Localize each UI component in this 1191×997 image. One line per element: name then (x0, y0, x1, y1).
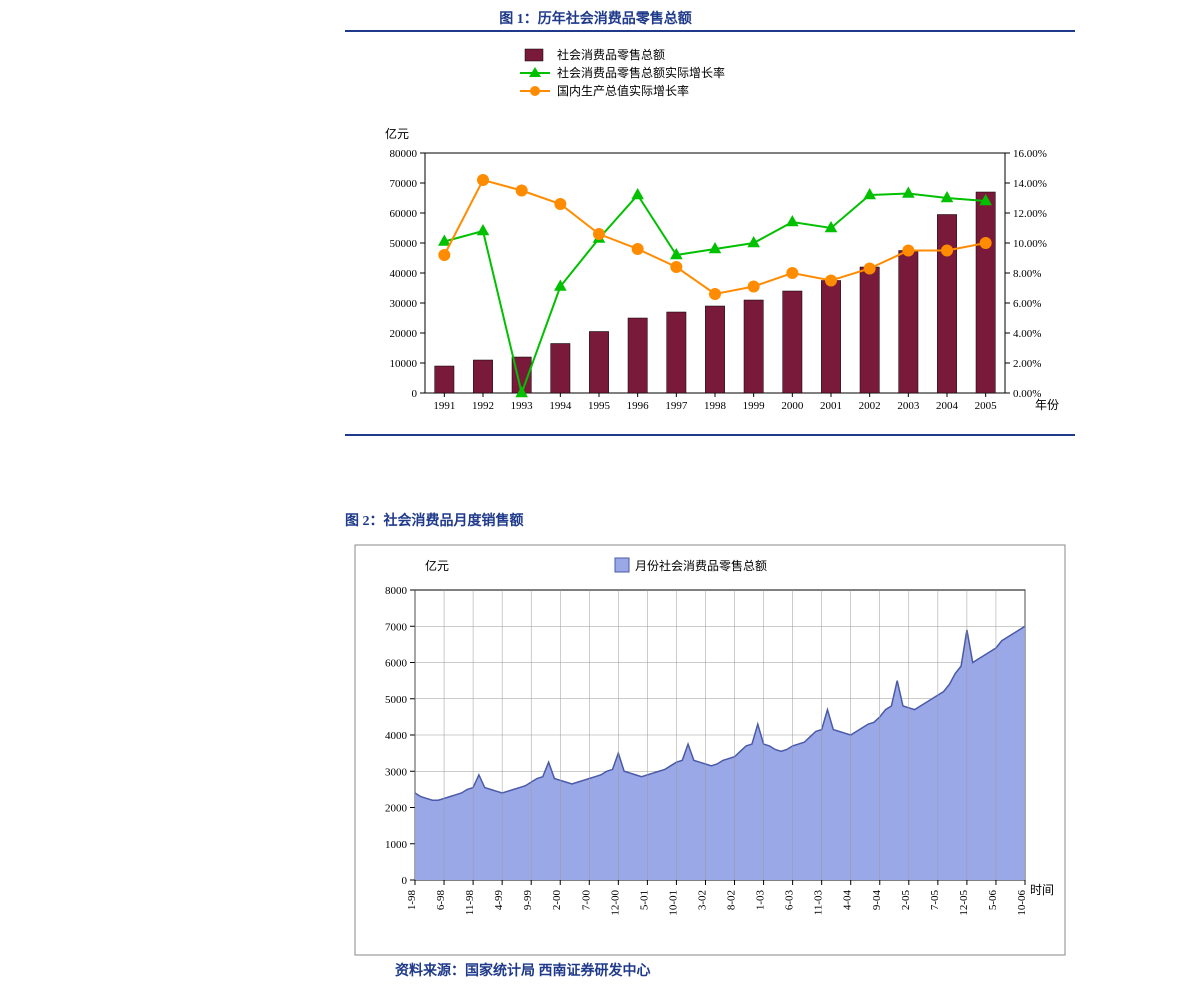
svg-text:7-00: 7-00 (580, 890, 592, 911)
svg-text:10-06: 10-06 (1016, 890, 1028, 916)
svg-text:10-01: 10-01 (667, 890, 679, 916)
svg-text:2-05: 2-05 (900, 890, 912, 911)
svg-text:1997: 1997 (665, 400, 688, 412)
svg-text:3000: 3000 (385, 766, 408, 778)
figure2-title: 图 2：社会消费品月度销售额 (345, 510, 524, 530)
svg-text:12-00: 12-00 (609, 890, 621, 916)
svg-text:1996: 1996 (627, 400, 650, 412)
svg-text:11-98: 11-98 (464, 890, 476, 916)
svg-text:1-98: 1-98 (406, 890, 418, 911)
svg-text:亿元: 亿元 (385, 126, 409, 141)
svg-text:7000: 7000 (385, 621, 408, 633)
svg-text:14.00%: 14.00% (1013, 178, 1047, 190)
svg-text:6000: 6000 (385, 658, 408, 670)
svg-text:1992: 1992 (472, 400, 494, 412)
svg-text:时间: 时间 (1030, 883, 1054, 897)
svg-text:5-06: 5-06 (987, 890, 999, 911)
svg-text:50000: 50000 (390, 238, 418, 250)
svg-text:9-99: 9-99 (522, 890, 534, 911)
svg-text:80000: 80000 (390, 148, 418, 160)
svg-text:1991: 1991 (433, 400, 455, 412)
chart2-svg: 亿元 月份社会消费品零售总额 0 1000 2000 3000 4000 5000 6000 70… (345, 540, 1075, 960)
svg-text:社会消费品零售总额实际增长率: 社会消费品零售总额实际增长率 (557, 65, 725, 80)
svg-text:9-04: 9-04 (871, 890, 883, 911)
svg-text:2002: 2002 (859, 400, 881, 412)
svg-text:30000: 30000 (390, 298, 418, 310)
svg-text:6-98: 6-98 (435, 890, 447, 911)
svg-text:6-03: 6-03 (784, 890, 796, 911)
svg-text:1993: 1993 (511, 400, 534, 412)
svg-text:8000: 8000 (385, 585, 408, 597)
svg-text:70000: 70000 (390, 178, 418, 190)
svg-text:2004: 2004 (936, 400, 959, 412)
svg-text:0: 0 (412, 388, 418, 400)
svg-text:4-99: 4-99 (493, 890, 505, 911)
svg-text:社会消费品零售总额: 社会消费品零售总额 (557, 47, 665, 62)
svg-text:3-02: 3-02 (696, 890, 708, 910)
svg-text:2000: 2000 (781, 400, 804, 412)
svg-text:1994: 1994 (549, 400, 572, 412)
svg-text:12-05: 12-05 (958, 890, 970, 916)
svg-text:月份社会消费品零售总额: 月份社会消费品零售总额 (635, 558, 767, 573)
svg-text:8-02: 8-02 (726, 890, 738, 910)
svg-text:0: 0 (402, 875, 408, 887)
svg-text:11-03: 11-03 (813, 890, 825, 916)
svg-text:8.00%: 8.00% (1013, 268, 1041, 280)
svg-text:20000: 20000 (390, 328, 418, 340)
svg-text:5-01: 5-01 (638, 890, 650, 910)
svg-text:4.00%: 4.00% (1013, 328, 1041, 340)
page-container: 图 1：历年社会消费品零售总额 社会消费品零售总额社会消费品零售总额实际增长率国… (0, 0, 1191, 997)
svg-text:2.00%: 2.00% (1013, 358, 1041, 370)
svg-text:国内生产总值实际增长率: 国内生产总值实际增长率 (557, 83, 689, 98)
svg-text:40000: 40000 (390, 268, 418, 280)
svg-text:年份: 年份 (1035, 398, 1059, 412)
figure1-title: 图 1：历年社会消费品零售总额 (0, 8, 1191, 28)
figure1-bottom-rule (345, 434, 1075, 436)
svg-text:2003: 2003 (897, 400, 920, 412)
svg-text:10.00%: 10.00% (1013, 238, 1047, 250)
figure2-title-text: 图 2：社会消费品月度销售额 (345, 514, 524, 529)
figure1-title-text: 图 1：历年社会消费品零售总额 (499, 12, 692, 27)
svg-text:7-05: 7-05 (929, 890, 941, 911)
figure1-top-rule (345, 30, 1075, 32)
svg-text:1999: 1999 (743, 400, 766, 412)
svg-text:6.00%: 6.00% (1013, 298, 1041, 310)
svg-text:2005: 2005 (975, 400, 998, 412)
svg-text:2-00: 2-00 (551, 890, 563, 911)
svg-text:1-03: 1-03 (755, 890, 767, 911)
svg-text:2000: 2000 (385, 803, 408, 815)
svg-text:1995: 1995 (588, 400, 611, 412)
svg-text:1000: 1000 (385, 839, 408, 851)
svg-text:10000: 10000 (390, 358, 418, 370)
svg-text:5000: 5000 (385, 694, 408, 706)
svg-text:2001: 2001 (820, 400, 842, 412)
svg-text:亿元: 亿元 (425, 558, 449, 573)
svg-text:12.00%: 12.00% (1013, 208, 1047, 220)
svg-text:1998: 1998 (704, 400, 727, 412)
chart1-svg: 社会消费品零售总额社会消费品零售总额实际增长率国内生产总值实际增长率亿元 0 100… (345, 33, 1075, 433)
svg-text:4000: 4000 (385, 730, 408, 742)
figure2-source-text: 资料来源：国家统计局 西南证券研发中心 (395, 964, 651, 979)
svg-text:4-04: 4-04 (842, 890, 854, 911)
svg-text:60000: 60000 (390, 208, 418, 220)
figure2-source: 资料来源：国家统计局 西南证券研发中心 (395, 960, 651, 980)
svg-text:16.00%: 16.00% (1013, 148, 1047, 160)
